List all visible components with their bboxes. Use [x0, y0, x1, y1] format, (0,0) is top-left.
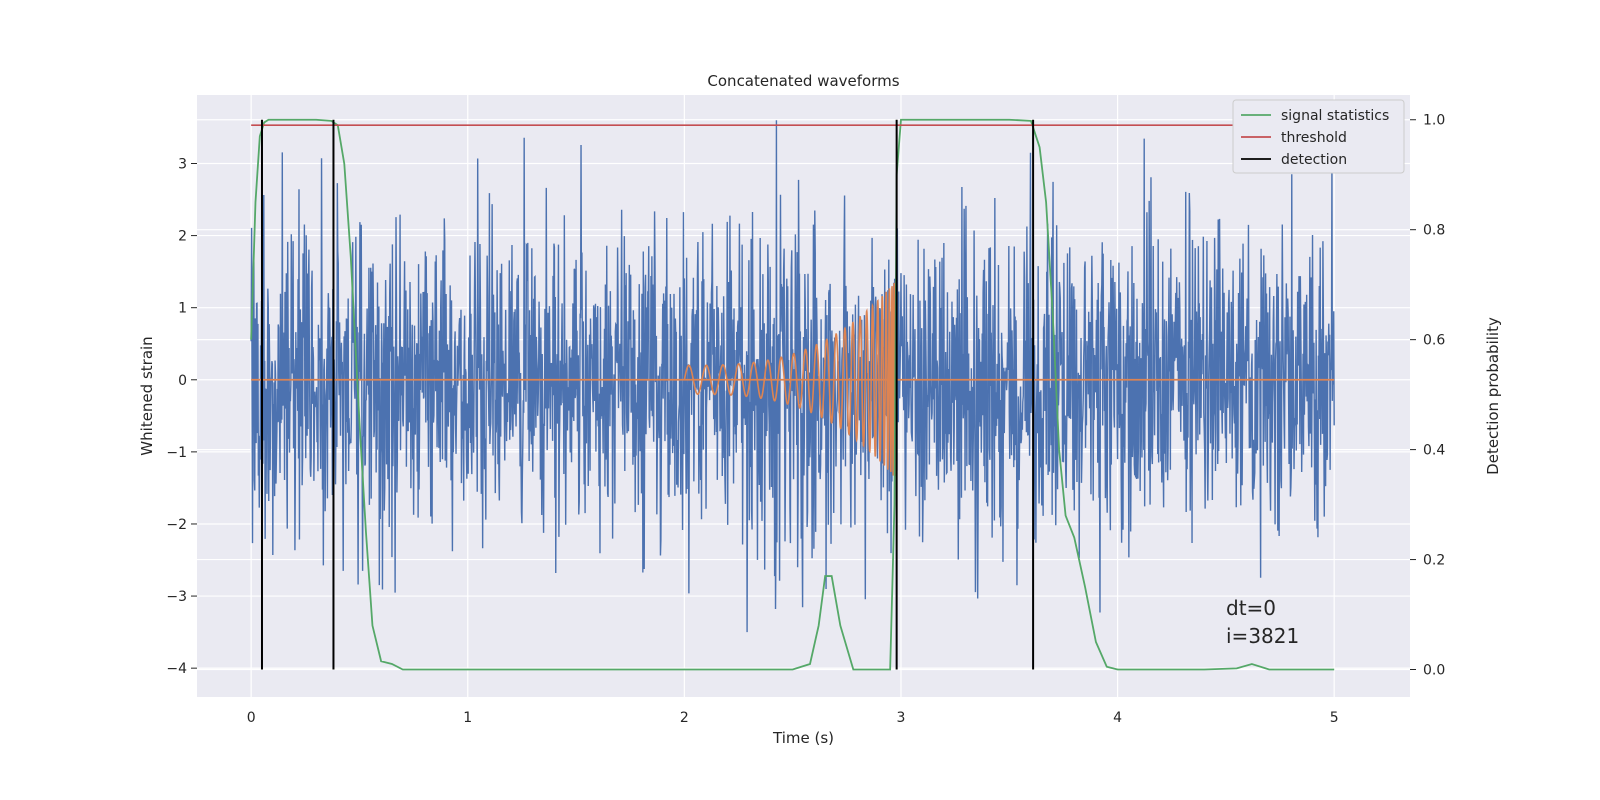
y2-axis-ticks: 0.0 0.2 0.4 0.6 0.8 1.0	[1410, 113, 1445, 679]
y-tick-label: −1	[166, 445, 187, 461]
legend-label-threshold: threshold	[1281, 130, 1347, 146]
y2-tick-label: 1.0	[1423, 113, 1445, 129]
y2-tick-label: 0.4	[1423, 443, 1445, 459]
y2-tick-label: 0.8	[1423, 223, 1445, 239]
x-tick-label: 5	[1330, 710, 1339, 726]
y2-axis-label: Detection probability	[1484, 317, 1502, 475]
chart-title: Concatenated waveforms	[707, 72, 899, 90]
legend-label-detection: detection	[1281, 152, 1347, 168]
y-tick-label: −3	[166, 589, 187, 605]
whitened-strain-line	[250, 120, 1335, 633]
y-tick-label: 3	[178, 156, 187, 172]
x-tick-label: 4	[1113, 710, 1122, 726]
y-tick-label: 1	[178, 301, 187, 317]
y-axis-ticks: −4 −3 −2 −1 0 1 2 3	[166, 156, 197, 677]
x-tick-label: 0	[247, 710, 256, 726]
plot-series-group	[250, 118, 1335, 671]
legend-label-signal-statistics: signal statistics	[1281, 108, 1389, 124]
y2-tick-label: 0.6	[1423, 333, 1445, 349]
y2-tick-label: 0.0	[1423, 663, 1445, 679]
x-axis-ticks: 0 1 2 3 4 5	[247, 710, 1339, 726]
detection-lines	[260, 119, 1035, 670]
x-tick-label: 3	[897, 710, 906, 726]
annotation-dt: dt=0	[1226, 596, 1276, 620]
x-tick-label: 2	[680, 710, 689, 726]
legend-box	[1232, 99, 1405, 174]
annotation-index: i=3821	[1226, 624, 1299, 648]
y-tick-label: 2	[178, 229, 187, 245]
legend: signal statistics threshold detection	[1232, 99, 1405, 174]
x-tick-label: 1	[463, 710, 472, 726]
injection-chirp-line	[683, 281, 898, 477]
signal-statistics-line	[250, 118, 1335, 671]
y2-tick-label: 0.2	[1423, 553, 1445, 569]
y-tick-label: 0	[178, 373, 187, 389]
y-tick-label: −4	[166, 661, 187, 677]
x-axis-label: Time (s)	[772, 729, 834, 747]
y-tick-label: −2	[166, 517, 187, 533]
y-axis-label: Whitened strain	[138, 336, 156, 455]
